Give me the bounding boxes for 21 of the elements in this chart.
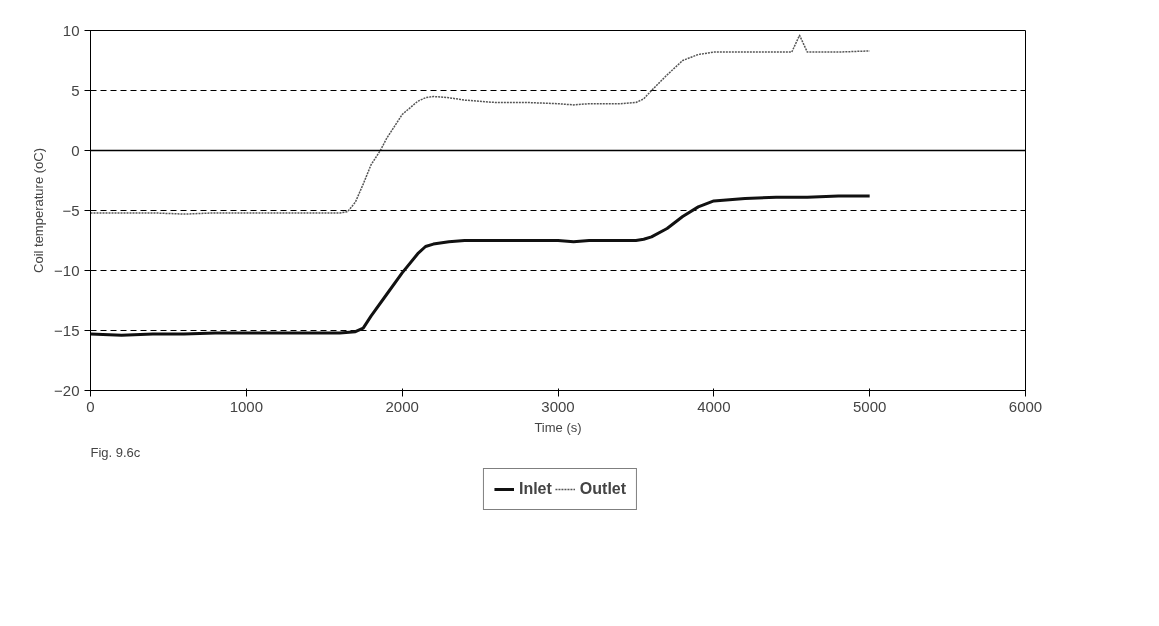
caption: Fig. 9.6c [90,444,141,460]
x-tick-label: 6000 [1008,397,1043,415]
x-tick-label: 3000 [541,397,575,415]
y-tick-label: −10 [54,261,80,279]
legend-label: Outlet [579,480,627,498]
x-tick-label: 1000 [229,397,264,415]
y-tick-label: −15 [54,321,80,339]
y-axis-title: Coil temperature (oC) [31,147,47,273]
x-tick-label: 5000 [852,397,887,415]
x-tick-label: 0 [86,397,95,415]
y-tick-label: −5 [62,201,80,219]
line-series [90,34,871,215]
x-axis-title: Time (s) [534,419,582,435]
legend-label: Inlet [518,480,552,498]
y-tick-label: −20 [54,381,80,399]
x-tick-label: 4000 [697,397,731,415]
line-series [90,194,872,337]
y-tick-label: 10 [62,21,80,39]
y-tick-label: 0 [71,141,80,159]
y-tick-label: 5 [71,81,80,99]
x-tick-label: 2000 [385,397,419,415]
